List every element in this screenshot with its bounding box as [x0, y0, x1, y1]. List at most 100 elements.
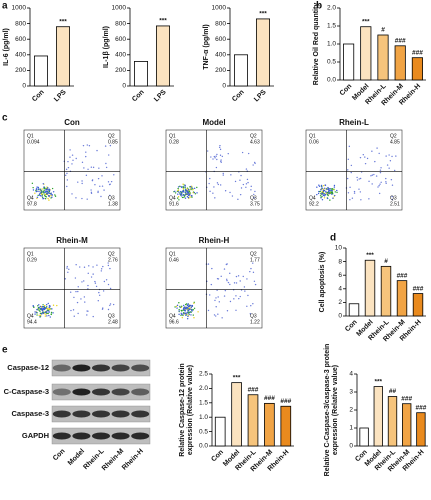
flow-dot: [325, 191, 327, 194]
y-axis-label: TNF-α (pg/ml): [203, 24, 210, 70]
flow-dot: [189, 185, 192, 188]
flow-dot: [46, 315, 48, 317]
flow-dot: [47, 302, 49, 305]
y-tick-label: 0.5: [327, 59, 336, 66]
bar: [394, 45, 406, 81]
flow-dot: [181, 316, 184, 319]
flow-dot: [230, 174, 232, 176]
flow-dot: [182, 313, 184, 315]
flow-dot: [378, 192, 381, 195]
flow-dot: [71, 154, 74, 156]
flow-dot: [45, 190, 47, 192]
flow-dot: [32, 305, 34, 307]
flow-dot: [186, 190, 188, 192]
flow-dot: [72, 159, 74, 161]
flow-dot: [45, 313, 47, 315]
flow-dot: [102, 265, 104, 268]
bar: [264, 402, 275, 447]
flow-dot: [326, 197, 329, 200]
flow-dot: [187, 196, 190, 199]
flow-dot: [103, 189, 105, 191]
flow-dot: [187, 194, 190, 197]
flow-dot: [43, 186, 45, 188]
flow-dot: [322, 184, 325, 187]
flow-dot: [247, 294, 249, 297]
flow-dot: [46, 190, 49, 193]
flow-dot: [101, 185, 104, 187]
flow-dot: [107, 181, 110, 183]
flow-dot: [323, 189, 325, 192]
flow-dot: [68, 268, 70, 271]
flow-dot: [66, 185, 68, 188]
flow-dot: [97, 191, 99, 194]
flow-dot: [37, 194, 39, 197]
flow-dot: [219, 184, 222, 186]
flow-dot: [191, 196, 193, 198]
flow-dot: [188, 313, 190, 316]
flow-dot: [75, 264, 77, 266]
flow-dot: [353, 192, 356, 194]
flow-dot: [223, 295, 226, 297]
flow-dot: [214, 157, 216, 159]
flow-dot: [92, 166, 95, 169]
flow-dot: [100, 268, 103, 270]
flow-dot: [107, 264, 110, 267]
flow-dot: [100, 270, 103, 272]
flow-dot: [87, 168, 89, 170]
blot-band: [131, 388, 150, 396]
flow-dot: [184, 312, 186, 314]
flow-dot: [318, 184, 320, 186]
flow-dot: [237, 198, 239, 201]
flow-dot: [109, 267, 111, 270]
flow-dot: [40, 308, 43, 311]
quadrant-name: Q4: [27, 313, 34, 319]
quadrant-value: 4.63: [250, 139, 260, 145]
flow-dot: [94, 280, 96, 283]
flow-dot: [183, 184, 185, 186]
flow-dot: [47, 187, 49, 189]
flow-dot: [42, 183, 45, 185]
bar: [411, 57, 423, 81]
flow-dot: [105, 166, 108, 169]
flow-dot: [77, 290, 79, 293]
y-axis-label: Relative Oil Red quantity: [313, 3, 320, 86]
flow-dot: [214, 197, 216, 199]
quadrant-name: Q3: [250, 195, 257, 201]
flow-dot: [328, 189, 331, 191]
flow-dot: [85, 174, 88, 177]
flow-dot: [368, 198, 370, 200]
flow-dot: [240, 174, 242, 177]
flow-dot: [376, 147, 378, 149]
flow-frame: [165, 129, 263, 211]
x-tick-label: Con: [339, 83, 354, 98]
flow-dot: [217, 183, 220, 186]
lane-label: Con: [52, 448, 67, 463]
y-tick-label: 200: [15, 67, 26, 74]
flow-dot: [190, 304, 192, 307]
quadrant-value: 2.48: [108, 319, 118, 325]
flow-dot: [41, 309, 44, 312]
x-tick-label: LPS: [153, 89, 168, 104]
y-tick-label: 400: [215, 52, 226, 59]
flow-dot: [193, 302, 195, 304]
flow-dot: [350, 164, 353, 167]
flow-dot: [193, 191, 196, 194]
blot-band: [52, 364, 71, 372]
y-tick-label: 400: [15, 52, 26, 59]
flow-dot: [254, 283, 257, 286]
flow-dot: [184, 184, 186, 187]
flow-dot: [320, 184, 323, 187]
flow-dot: [254, 190, 256, 193]
flow-dot: [316, 193, 318, 196]
flow-dot: [328, 192, 331, 195]
flow-dot: [239, 295, 241, 298]
flow-dot: [253, 161, 256, 164]
flow-dot: [186, 188, 188, 190]
flow-title: Model: [202, 118, 225, 127]
flow-dot: [73, 296, 75, 299]
flow-dot: [322, 188, 325, 190]
flow-dot: [213, 186, 215, 188]
flow-dot: [252, 271, 255, 274]
flow-dot: [206, 150, 209, 152]
flow-dot: [99, 185, 101, 187]
